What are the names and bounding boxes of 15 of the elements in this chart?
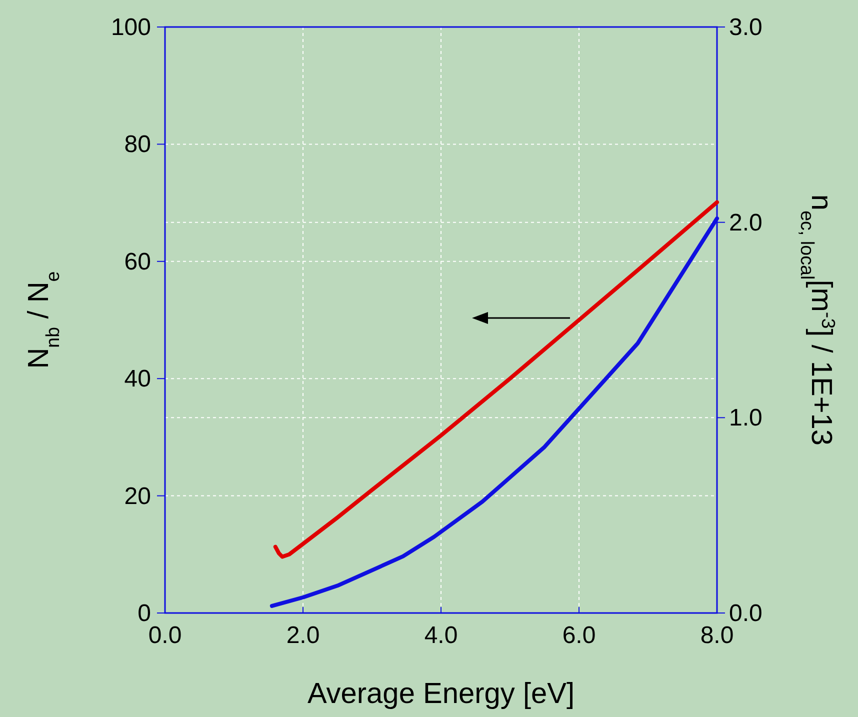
y-tick-label: 80 [124,131,151,158]
y-tick-label: 100 [110,14,151,41]
y-tick-label: 0 [138,600,151,627]
x-tick-label: 0.0 [148,622,182,649]
x-tick-label: 6.0 [562,622,596,649]
x-axis-title: Average Energy [eV] [307,678,575,710]
y-tick-label: 20 [124,482,151,510]
y2-tick-label: 2.0 [729,209,762,236]
y2-tick-label: 3.0 [729,14,762,41]
y-tick-label: 60 [124,248,151,276]
x-tick-label: 4.0 [424,622,458,649]
y-tick-label: 40 [124,366,151,393]
y2-tick-label: 1.0 [729,404,762,432]
x-tick-label: 2.0 [286,622,320,649]
line-series [273,200,719,559]
